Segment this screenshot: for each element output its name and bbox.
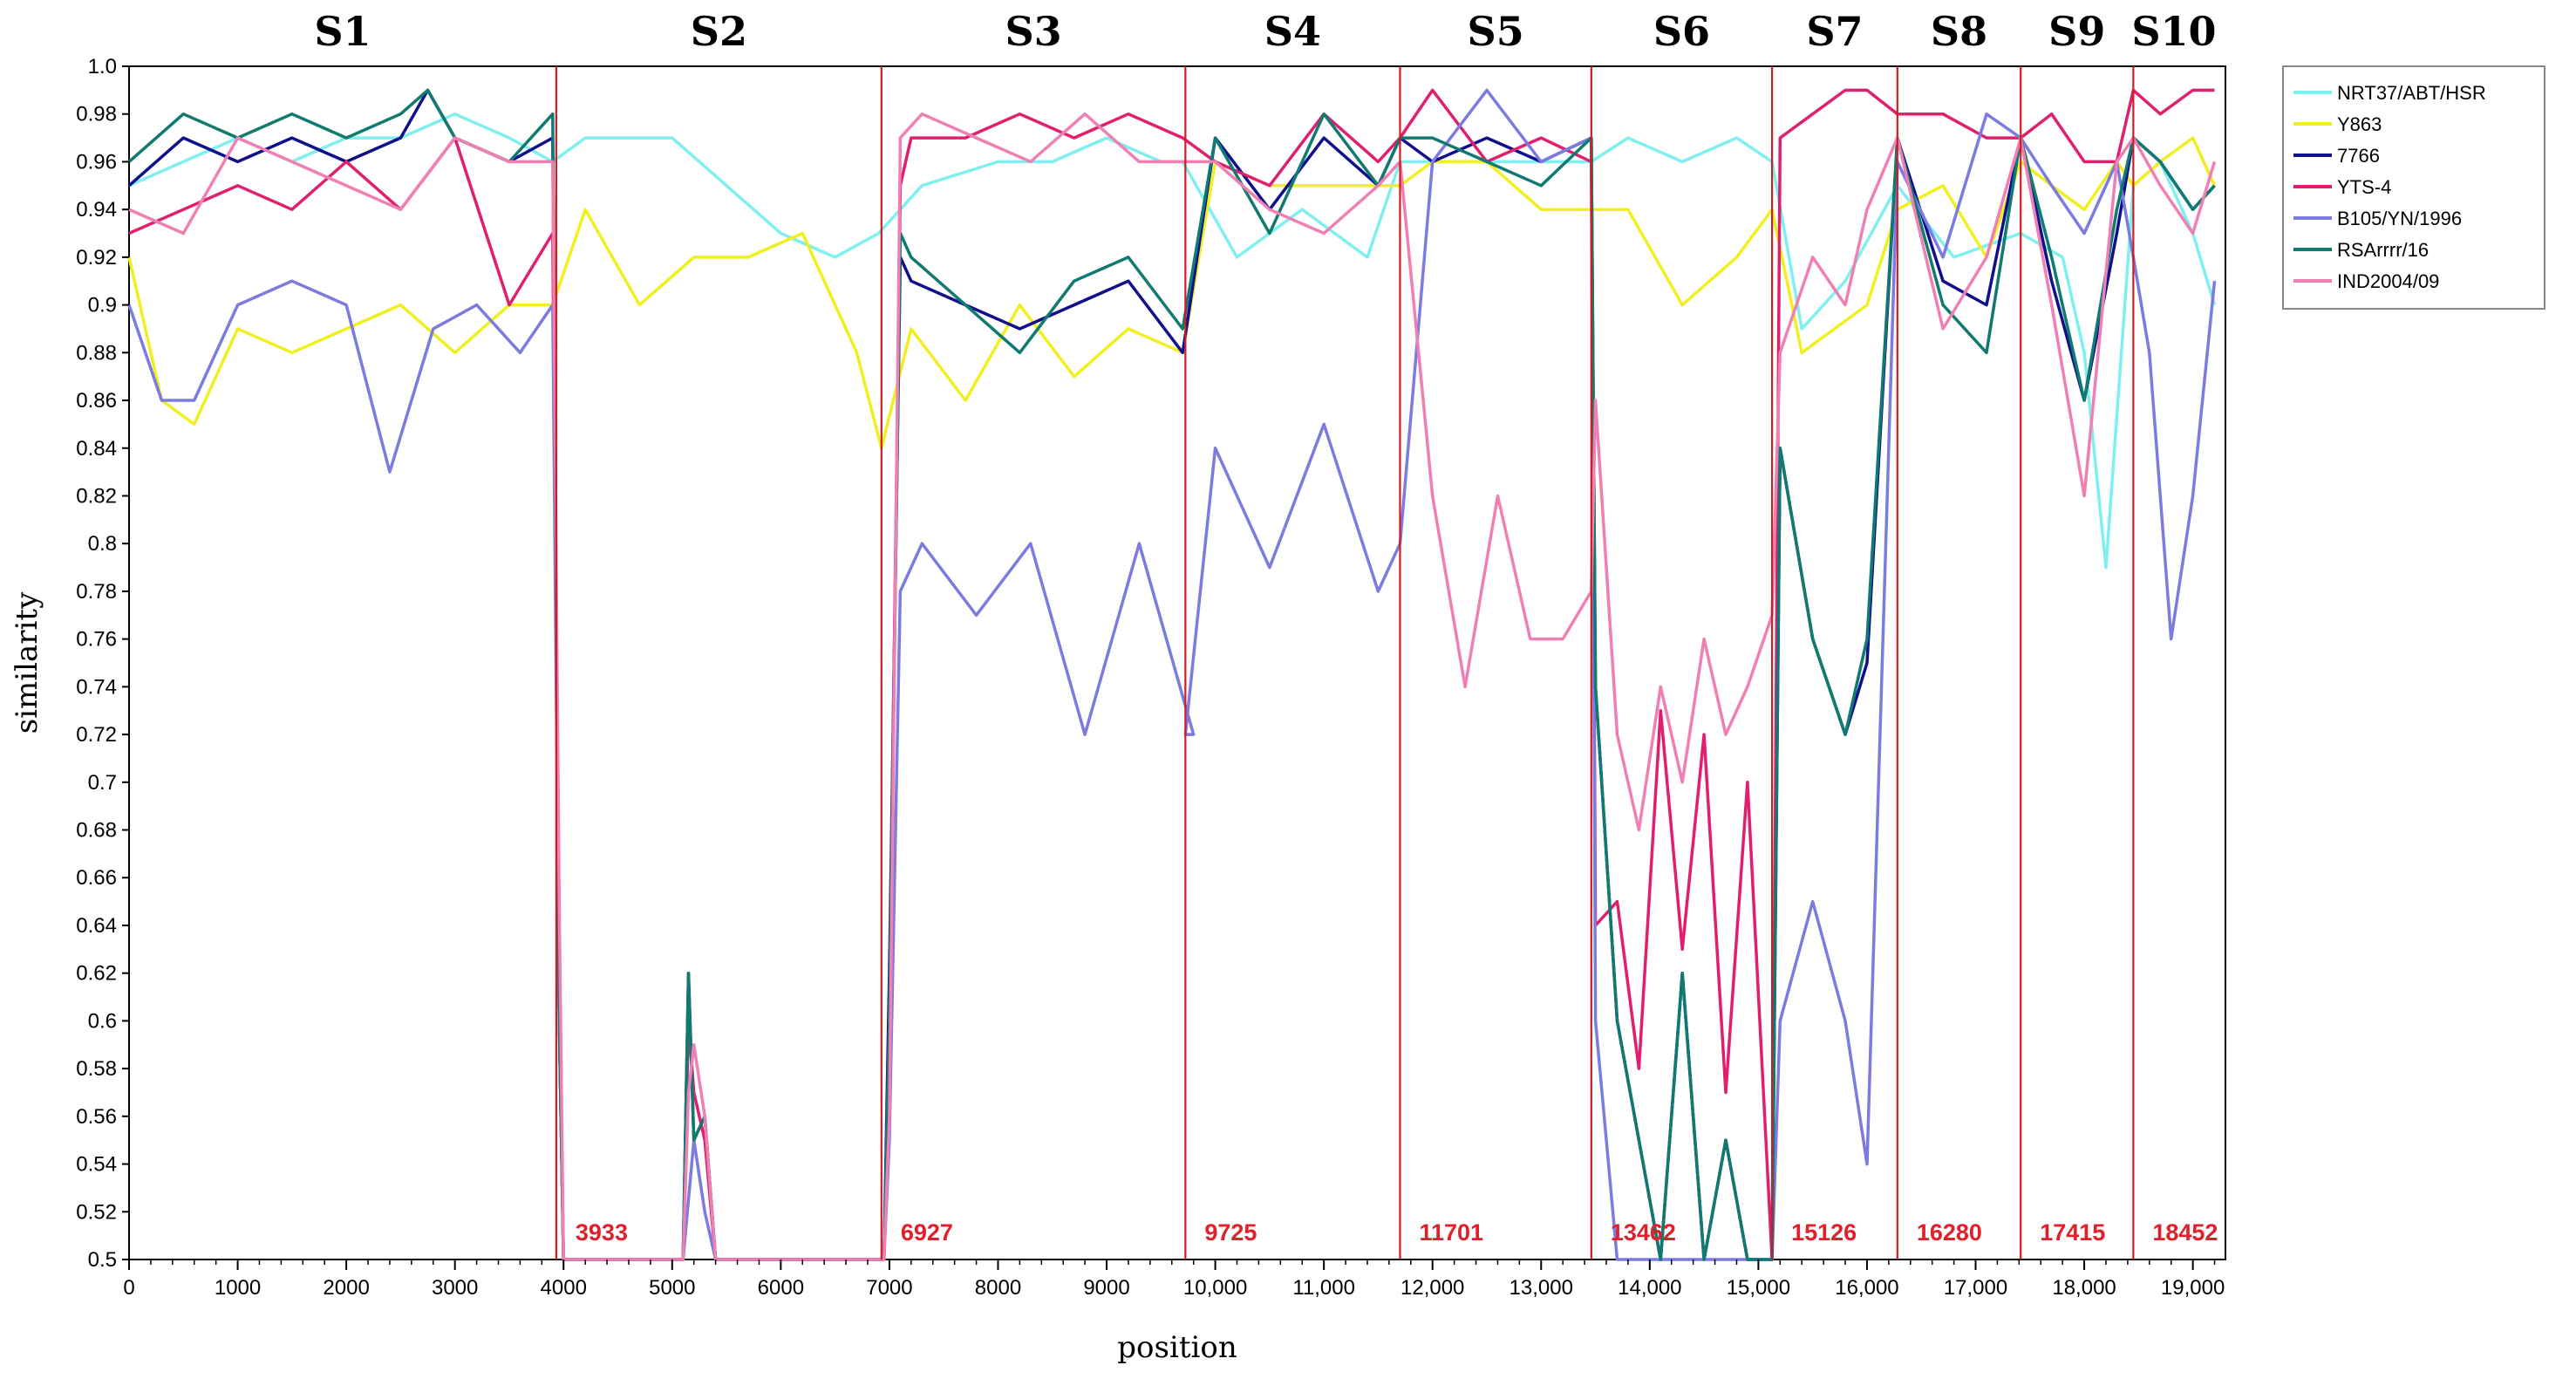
segment-label: S1 bbox=[314, 8, 371, 55]
y-tick-label: 1.0 bbox=[88, 55, 117, 79]
y-tick-label: 0.86 bbox=[76, 389, 117, 413]
segment-labels: S1 S2 S3 S4 S5 S6 S7 S8 S9 S10 bbox=[314, 8, 2216, 55]
breakpoint-label: 15126 bbox=[1791, 1219, 1857, 1246]
y-tick-label: 0.7 bbox=[88, 771, 117, 795]
legend-label: IND2004/09 bbox=[2337, 270, 2439, 292]
y-tick-label: 0.72 bbox=[76, 723, 117, 747]
x-tick-label: 19,000 bbox=[2161, 1276, 2225, 1300]
x-tick-label: 5000 bbox=[649, 1276, 695, 1300]
segment-label: S8 bbox=[1931, 8, 1987, 55]
y-tick-label: 0.52 bbox=[76, 1200, 117, 1224]
y-tick-label: 0.92 bbox=[76, 246, 117, 270]
legend: NRT37/ABT/HSR Y863 7766 YTS-4 B105/YN/1996 RS… bbox=[2282, 65, 2545, 310]
y-tick-label: 0.54 bbox=[76, 1153, 117, 1177]
segment-label: S5 bbox=[1468, 8, 1524, 55]
y-tick-label: 0.5 bbox=[88, 1248, 117, 1272]
legend-label: Y863 bbox=[2337, 113, 2382, 135]
y-tick-label: 0.96 bbox=[76, 150, 117, 174]
x-tick-label: 13,000 bbox=[1509, 1276, 1573, 1300]
breakpoint-label: 16280 bbox=[1917, 1219, 1982, 1246]
x-tick-label: 18,000 bbox=[2052, 1276, 2116, 1300]
segment-label: S9 bbox=[2048, 8, 2105, 55]
x-tick-label: 16,000 bbox=[1835, 1276, 1898, 1300]
y-tick-label: 0.64 bbox=[76, 914, 117, 938]
x-tick-label: 4000 bbox=[541, 1276, 587, 1300]
y-tick-label: 0.74 bbox=[76, 675, 117, 699]
x-tick-label: 10,000 bbox=[1183, 1276, 1247, 1300]
y-tick-label: 0.66 bbox=[76, 866, 117, 890]
y-tick-label: 0.94 bbox=[76, 198, 117, 222]
legend-label: B105/YN/1996 bbox=[2337, 208, 2462, 229]
breakpoint-lines bbox=[555, 66, 2135, 1260]
x-tick-label: 1000 bbox=[215, 1276, 261, 1300]
series-line-2 bbox=[127, 136, 2217, 450]
x-tick-label: 0 bbox=[123, 1276, 134, 1300]
x-tick-label: 15,000 bbox=[1727, 1276, 1790, 1300]
legend-label: NRT37/ABT/HSR bbox=[2337, 82, 2486, 104]
x-tick-label: 7000 bbox=[866, 1276, 912, 1300]
x-axis-title: position bbox=[1117, 1330, 1237, 1365]
segment-label: S7 bbox=[1806, 8, 1863, 55]
y-tick-label: 0.98 bbox=[76, 103, 117, 126]
breakpoint-label: 13462 bbox=[1611, 1219, 1676, 1246]
y-tick-label: 0.78 bbox=[76, 580, 117, 604]
x-tick-label: 14,000 bbox=[1618, 1276, 1681, 1300]
segment-label: S6 bbox=[1653, 8, 1710, 55]
x-tick-label: 11,000 bbox=[1292, 1276, 1355, 1300]
x-tick-label: 9000 bbox=[1083, 1276, 1129, 1300]
breakpoint-labels: 3933 6927 9725 11701 13462 15126 16280 17415 184… bbox=[576, 1219, 2218, 1246]
breakpoint-label: 11701 bbox=[1419, 1219, 1483, 1246]
segment-label: S4 bbox=[1264, 8, 1321, 55]
x-axis: 0 1000 2000 3000 4000 5000 6000 7000 8000 9000 10,… bbox=[123, 1260, 2225, 1300]
x-tick-label: 2000 bbox=[323, 1276, 369, 1300]
y-tick-label: 0.9 bbox=[88, 294, 117, 317]
y-axis-title: similarity bbox=[10, 591, 44, 734]
breakpoint-label: 17415 bbox=[2040, 1219, 2105, 1246]
y-tick-label: 0.68 bbox=[76, 819, 117, 843]
legend-label: YTS-4 bbox=[2337, 176, 2391, 198]
y-tick-label: 0.58 bbox=[76, 1057, 117, 1081]
segment-label: S2 bbox=[691, 8, 747, 55]
y-tick-label: 0.88 bbox=[76, 341, 117, 365]
x-tick-label: 17,000 bbox=[1944, 1276, 2007, 1300]
legend-label: 7766 bbox=[2337, 145, 2380, 167]
plot-area bbox=[128, 65, 2226, 1260]
x-tick-label: 12,000 bbox=[1400, 1276, 1464, 1300]
legend-label: RSArrrr/16 bbox=[2337, 239, 2429, 261]
breakpoint-label: 18452 bbox=[2152, 1219, 2218, 1246]
y-tick-label: 0.6 bbox=[88, 1009, 117, 1033]
y-tick-label: 0.56 bbox=[76, 1105, 117, 1129]
breakpoint-label: 3933 bbox=[576, 1219, 628, 1246]
breakpoint-label: 9725 bbox=[1204, 1219, 1257, 1246]
y-tick-label: 0.84 bbox=[76, 437, 117, 461]
y-tick-label: 0.76 bbox=[76, 628, 117, 652]
y-axis: 1.0 0.98 0.96 0.94 0.92 0.9 0.88 0.86 0.84 0.82 0.… bbox=[76, 55, 129, 1272]
segment-label: S10 bbox=[2131, 8, 2216, 55]
x-tick-label: 3000 bbox=[432, 1276, 478, 1300]
x-tick-label: 8000 bbox=[975, 1276, 1021, 1300]
x-tick-label: 6000 bbox=[758, 1276, 804, 1300]
y-tick-label: 0.8 bbox=[88, 532, 117, 556]
breakpoint-label: 6927 bbox=[901, 1219, 953, 1246]
segment-label: S3 bbox=[1005, 8, 1061, 55]
y-tick-label: 0.82 bbox=[76, 484, 117, 508]
y-tick-label: 0.62 bbox=[76, 962, 117, 986]
plot-frame bbox=[128, 65, 2226, 1260]
